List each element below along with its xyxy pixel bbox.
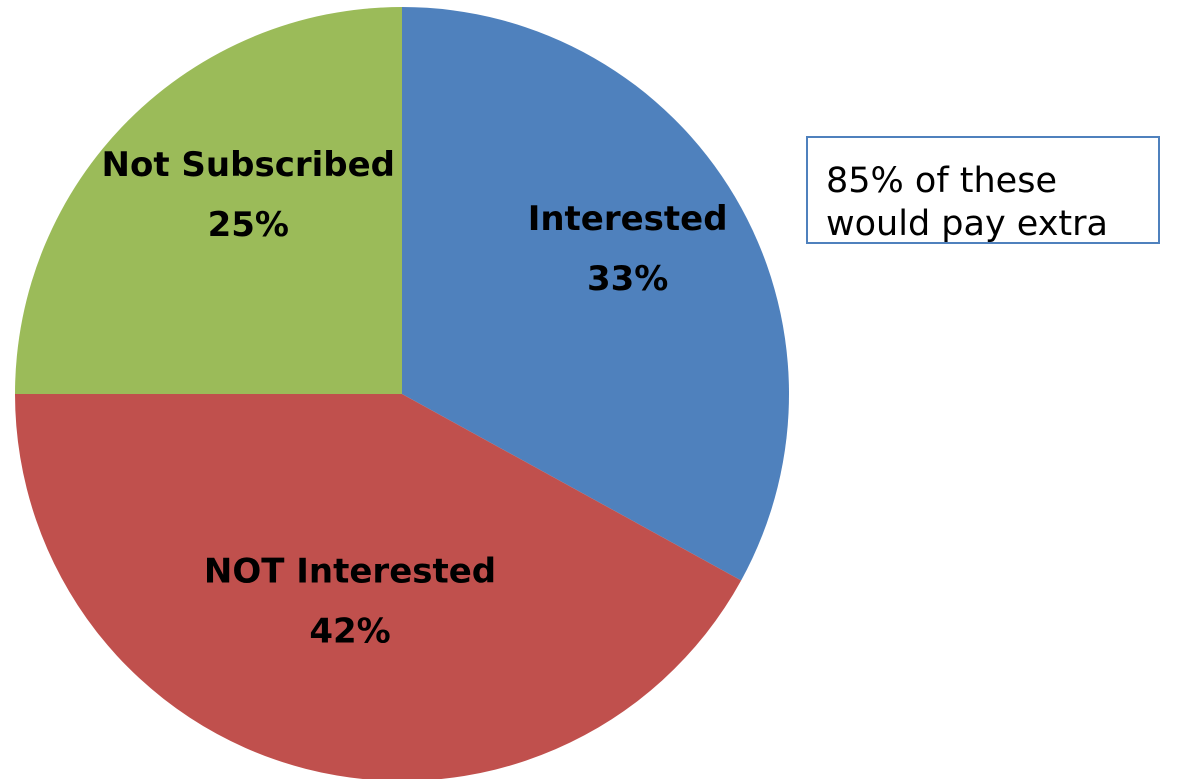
slice-label-not-interested: NOT Interested 42%	[204, 551, 496, 651]
slice-category-label: Interested	[528, 199, 728, 239]
pie-slice-interested	[402, 7, 789, 581]
pie-slice-not-interested	[15, 394, 742, 779]
slice-label-interested: Interested 33%	[528, 199, 728, 299]
slice-labels: Interested 33% NOT Interested 42% Not Subscr…	[102, 145, 728, 651]
annotation-line-1: 85% of these	[826, 161, 1057, 201]
slice-category-label: NOT Interested	[204, 551, 496, 591]
slice-value-label: 33%	[587, 259, 668, 299]
slice-category-label: Not Subscribed	[102, 145, 395, 185]
pie-slice-not-subscribed	[15, 7, 402, 394]
slice-value-label: 42%	[309, 611, 390, 651]
pie-slices	[15, 7, 789, 779]
slice-value-label: 25%	[208, 205, 289, 245]
annotation-box: 85% of these would pay extra	[806, 136, 1160, 244]
annotation-line-2: would pay extra	[826, 204, 1108, 244]
slice-label-not-subscribed: Not Subscribed 25%	[102, 145, 395, 245]
